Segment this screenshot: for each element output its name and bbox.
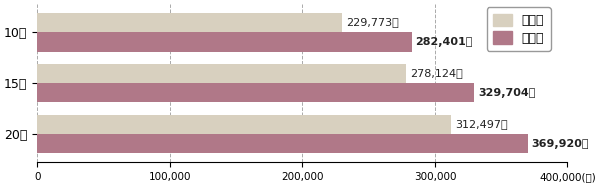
Legend: 高校卒, 大学卒: 高校卒, 大学卒 [487,7,551,51]
Bar [37,13,342,32]
Text: 329,704円: 329,704円 [478,88,536,98]
Bar [37,115,451,134]
Text: 312,497円: 312,497円 [455,119,508,129]
Text: 282,401円: 282,401円 [416,37,473,47]
Bar [37,64,406,83]
Bar [37,32,412,52]
Text: 278,124円: 278,124円 [410,68,463,78]
Text: 369,920円: 369,920円 [532,139,589,149]
Bar [37,134,527,153]
Bar [37,83,474,102]
Text: 229,773円: 229,773円 [346,17,398,28]
